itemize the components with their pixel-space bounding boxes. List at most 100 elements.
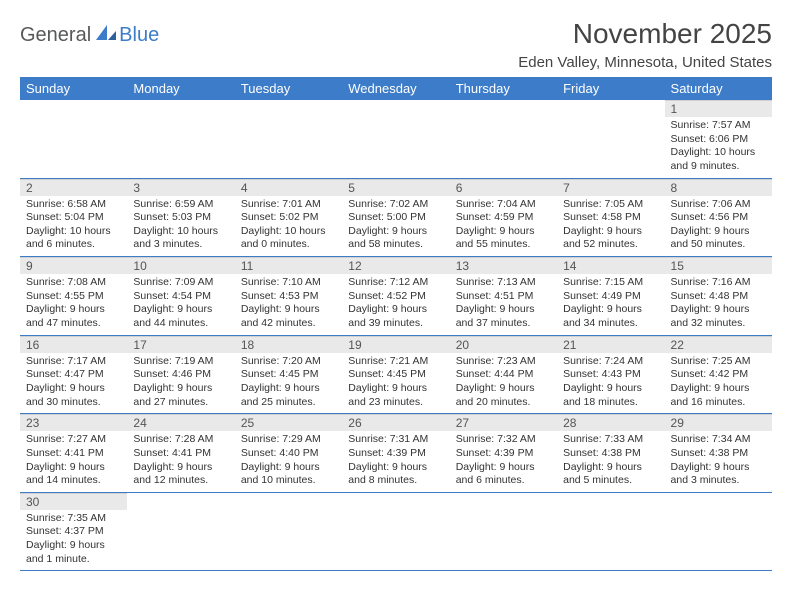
- day-details: Sunrise: 7:28 AMSunset: 4:41 PMDaylight:…: [127, 431, 234, 492]
- calendar-cell: [557, 100, 664, 178]
- sunrise-text: Sunrise: 7:31 AM: [348, 433, 443, 447]
- sunset-text: Sunset: 4:41 PM: [26, 447, 121, 461]
- sunset-text: Sunset: 4:38 PM: [563, 447, 658, 461]
- calendar-cell: 16Sunrise: 7:17 AMSunset: 4:47 PMDayligh…: [20, 335, 127, 414]
- day-number: 4: [235, 179, 342, 196]
- calendar-cell: 2Sunrise: 6:58 AMSunset: 5:04 PMDaylight…: [20, 178, 127, 257]
- day-details: Sunrise: 7:15 AMSunset: 4:49 PMDaylight:…: [557, 274, 664, 335]
- calendar-cell: 8Sunrise: 7:06 AMSunset: 4:56 PMDaylight…: [665, 178, 772, 257]
- calendar-cell: [450, 492, 557, 571]
- daylight-text: Daylight: 9 hours and 30 minutes.: [26, 382, 121, 409]
- daylight-text: Daylight: 9 hours and 42 minutes.: [241, 303, 336, 330]
- day-details: Sunrise: 7:33 AMSunset: 4:38 PMDaylight:…: [557, 431, 664, 492]
- calendar-cell: [342, 492, 449, 571]
- day-details: Sunrise: 7:29 AMSunset: 4:40 PMDaylight:…: [235, 431, 342, 492]
- calendar-cell: 23Sunrise: 7:27 AMSunset: 4:41 PMDayligh…: [20, 414, 127, 493]
- sunrise-text: Sunrise: 7:06 AM: [671, 198, 766, 212]
- day-number: 22: [665, 336, 772, 353]
- sunrise-text: Sunrise: 6:58 AM: [26, 198, 121, 212]
- sunrise-text: Sunrise: 7:34 AM: [671, 433, 766, 447]
- logo: General Blue: [20, 18, 159, 47]
- day-details: Sunrise: 7:24 AMSunset: 4:43 PMDaylight:…: [557, 353, 664, 414]
- logo-text-blue: Blue: [119, 24, 159, 47]
- daylight-text: Daylight: 9 hours and 58 minutes.: [348, 225, 443, 252]
- day-number: 28: [557, 414, 664, 431]
- sunset-text: Sunset: 4:45 PM: [241, 368, 336, 382]
- calendar-week-row: 16Sunrise: 7:17 AMSunset: 4:47 PMDayligh…: [20, 335, 772, 414]
- day-details: Sunrise: 7:57 AMSunset: 6:06 PMDaylight:…: [665, 117, 772, 178]
- day-number: 2: [20, 179, 127, 196]
- daylight-text: Daylight: 9 hours and 18 minutes.: [563, 382, 658, 409]
- sunset-text: Sunset: 4:42 PM: [671, 368, 766, 382]
- sunrise-text: Sunrise: 7:02 AM: [348, 198, 443, 212]
- calendar-cell: 28Sunrise: 7:33 AMSunset: 4:38 PMDayligh…: [557, 414, 664, 493]
- day-details: Sunrise: 7:25 AMSunset: 4:42 PMDaylight:…: [665, 353, 772, 414]
- day-number: 23: [20, 414, 127, 431]
- daylight-text: Daylight: 9 hours and 47 minutes.: [26, 303, 121, 330]
- sunrise-text: Sunrise: 7:21 AM: [348, 355, 443, 369]
- sail-icon: [95, 24, 117, 47]
- calendar-cell: [127, 100, 234, 178]
- day-details: Sunrise: 7:27 AMSunset: 4:41 PMDaylight:…: [20, 431, 127, 492]
- day-details: Sunrise: 7:21 AMSunset: 4:45 PMDaylight:…: [342, 353, 449, 414]
- calendar-cell: 6Sunrise: 7:04 AMSunset: 4:59 PMDaylight…: [450, 178, 557, 257]
- daylight-text: Daylight: 9 hours and 1 minute.: [26, 539, 121, 566]
- sunrise-text: Sunrise: 7:57 AM: [671, 119, 766, 133]
- day-number: 5: [342, 179, 449, 196]
- calendar-cell: 14Sunrise: 7:15 AMSunset: 4:49 PMDayligh…: [557, 257, 664, 336]
- sunrise-text: Sunrise: 7:10 AM: [241, 276, 336, 290]
- day-details: Sunrise: 7:20 AMSunset: 4:45 PMDaylight:…: [235, 353, 342, 414]
- sunrise-text: Sunrise: 7:04 AM: [456, 198, 551, 212]
- weekday-header: Sunday: [20, 77, 127, 100]
- daylight-text: Daylight: 9 hours and 25 minutes.: [241, 382, 336, 409]
- sunrise-text: Sunrise: 7:28 AM: [133, 433, 228, 447]
- sunrise-text: Sunrise: 7:05 AM: [563, 198, 658, 212]
- day-number: 12: [342, 257, 449, 274]
- sunset-text: Sunset: 6:06 PM: [671, 133, 766, 147]
- calendar-cell: 12Sunrise: 7:12 AMSunset: 4:52 PMDayligh…: [342, 257, 449, 336]
- sunset-text: Sunset: 4:45 PM: [348, 368, 443, 382]
- day-number: 16: [20, 336, 127, 353]
- calendar-cell: 21Sunrise: 7:24 AMSunset: 4:43 PMDayligh…: [557, 335, 664, 414]
- day-details: Sunrise: 7:01 AMSunset: 5:02 PMDaylight:…: [235, 196, 342, 257]
- sunset-text: Sunset: 4:48 PM: [671, 290, 766, 304]
- calendar-cell: 11Sunrise: 7:10 AMSunset: 4:53 PMDayligh…: [235, 257, 342, 336]
- sunrise-text: Sunrise: 7:19 AM: [133, 355, 228, 369]
- calendar-cell: 7Sunrise: 7:05 AMSunset: 4:58 PMDaylight…: [557, 178, 664, 257]
- calendar-cell: 19Sunrise: 7:21 AMSunset: 4:45 PMDayligh…: [342, 335, 449, 414]
- sunset-text: Sunset: 4:51 PM: [456, 290, 551, 304]
- weekday-header: Tuesday: [235, 77, 342, 100]
- calendar-cell: [127, 492, 234, 571]
- daylight-text: Daylight: 9 hours and 5 minutes.: [563, 461, 658, 488]
- title-block: November 2025 Eden Valley, Minnesota, Un…: [518, 18, 772, 71]
- calendar-cell: 10Sunrise: 7:09 AMSunset: 4:54 PMDayligh…: [127, 257, 234, 336]
- calendar-cell: [20, 100, 127, 178]
- sunset-text: Sunset: 4:46 PM: [133, 368, 228, 382]
- sunrise-text: Sunrise: 7:12 AM: [348, 276, 443, 290]
- calendar-cell: [235, 100, 342, 178]
- daylight-text: Daylight: 9 hours and 39 minutes.: [348, 303, 443, 330]
- calendar-cell: 1Sunrise: 7:57 AMSunset: 6:06 PMDaylight…: [665, 100, 772, 178]
- calendar-week-row: 9Sunrise: 7:08 AMSunset: 4:55 PMDaylight…: [20, 257, 772, 336]
- daylight-text: Daylight: 9 hours and 23 minutes.: [348, 382, 443, 409]
- weekday-header: Friday: [557, 77, 664, 100]
- day-number: 30: [20, 493, 127, 510]
- day-number: 25: [235, 414, 342, 431]
- day-details: Sunrise: 7:04 AMSunset: 4:59 PMDaylight:…: [450, 196, 557, 257]
- daylight-text: Daylight: 9 hours and 55 minutes.: [456, 225, 551, 252]
- day-details: Sunrise: 7:31 AMSunset: 4:39 PMDaylight:…: [342, 431, 449, 492]
- sunset-text: Sunset: 4:59 PM: [456, 211, 551, 225]
- sunrise-text: Sunrise: 7:29 AM: [241, 433, 336, 447]
- sunset-text: Sunset: 4:44 PM: [456, 368, 551, 382]
- header: General Blue November 2025 Eden Valley, …: [20, 18, 772, 71]
- daylight-text: Daylight: 9 hours and 3 minutes.: [671, 461, 766, 488]
- day-number: 29: [665, 414, 772, 431]
- day-number: 13: [450, 257, 557, 274]
- day-details: Sunrise: 6:58 AMSunset: 5:04 PMDaylight:…: [20, 196, 127, 257]
- daylight-text: Daylight: 10 hours and 3 minutes.: [133, 225, 228, 252]
- day-details: Sunrise: 7:16 AMSunset: 4:48 PMDaylight:…: [665, 274, 772, 335]
- sunset-text: Sunset: 5:00 PM: [348, 211, 443, 225]
- sunset-text: Sunset: 4:53 PM: [241, 290, 336, 304]
- daylight-text: Daylight: 9 hours and 8 minutes.: [348, 461, 443, 488]
- day-details: Sunrise: 7:08 AMSunset: 4:55 PMDaylight:…: [20, 274, 127, 335]
